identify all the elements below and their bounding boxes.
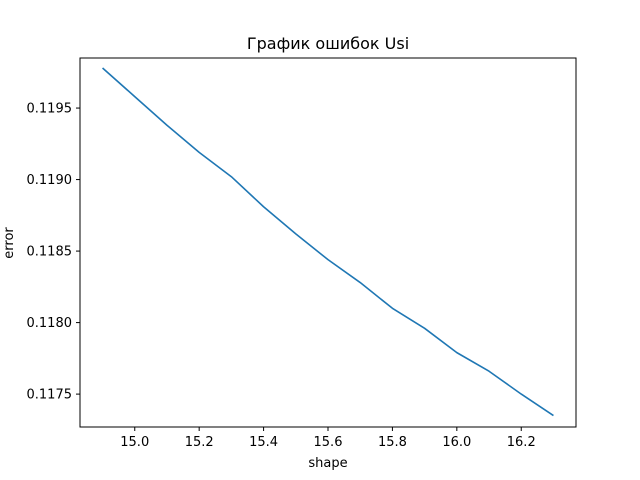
y-tick-label: 0.1185 [27, 245, 73, 260]
plot-area [102, 67, 554, 417]
x-tick-label: 16.0 [442, 435, 471, 450]
x-tick-label: 16.2 [507, 435, 536, 450]
x-tick-label: 15.2 [185, 435, 214, 450]
y-axis: 0.1175 0.1180 0.1185 0.1190 0.1195 [27, 102, 80, 403]
y-tick-label: 0.1175 [27, 388, 73, 403]
chart-title: График ошибок Usi [247, 34, 409, 53]
x-axis-label: shape [308, 456, 347, 471]
y-tick-label: 0.1195 [27, 102, 73, 117]
x-tick-label: 15.4 [249, 435, 278, 450]
y-tick-label: 0.1190 [27, 173, 73, 188]
y-tick-label: 0.1180 [27, 316, 73, 331]
x-tick-label: 15.6 [314, 435, 343, 450]
series-line [102, 67, 554, 417]
x-axis: 15.0 15.2 15.4 15.6 15.8 16.0 16.2 [120, 427, 536, 450]
y-axis-label: error [2, 227, 17, 259]
x-tick-label: 15.8 [378, 435, 407, 450]
x-tick-label: 15.0 [120, 435, 149, 450]
